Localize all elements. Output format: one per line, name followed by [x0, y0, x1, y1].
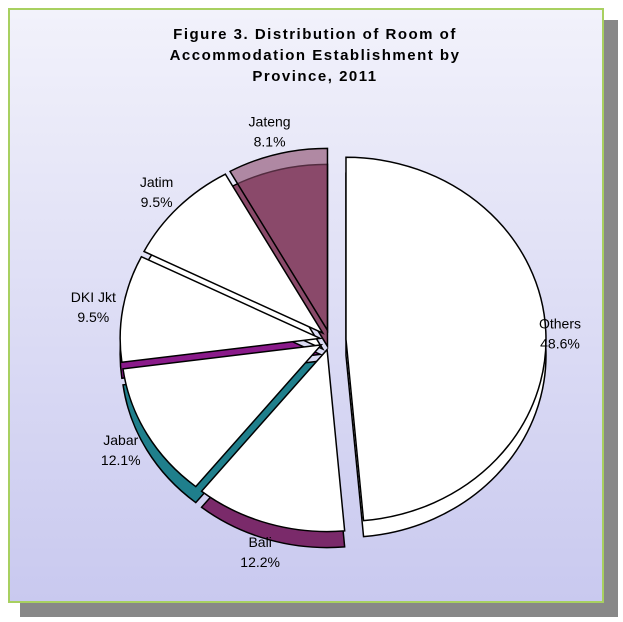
data-label: DKI Jkt 9.5% [71, 289, 116, 325]
value-label: 9.5% [141, 194, 173, 210]
pie-slice [142, 173, 325, 335]
category-label: Jateng [249, 114, 291, 130]
value-label: 48.6% [540, 335, 580, 351]
category-label: Bali [248, 534, 271, 550]
value-label: 12.2% [240, 554, 280, 570]
category-label: Jabar [103, 432, 138, 448]
value-label: 8.1% [254, 134, 286, 150]
data-label: Bali 12.2% [240, 534, 280, 570]
data-label: Others 48.6% [539, 315, 581, 351]
data-label: Jabar 12.1% [101, 432, 141, 468]
pie-slice [345, 156, 547, 522]
pie-slice [119, 255, 323, 364]
data-label: Jateng 8.1% [249, 114, 291, 150]
data-label: Jatim 9.5% [140, 174, 173, 210]
category-label: DKI Jkt [71, 289, 116, 305]
pie-slice [122, 343, 324, 488]
pie-slice [228, 147, 329, 333]
value-label: 9.5% [77, 309, 109, 325]
chart-title: Figure 3. Distribution of Room of Accomm… [169, 26, 461, 85]
category-label: Jatim [140, 174, 173, 190]
pie-slice [200, 347, 346, 533]
value-label: 12.1% [101, 452, 141, 468]
category-label: Others [539, 315, 581, 331]
